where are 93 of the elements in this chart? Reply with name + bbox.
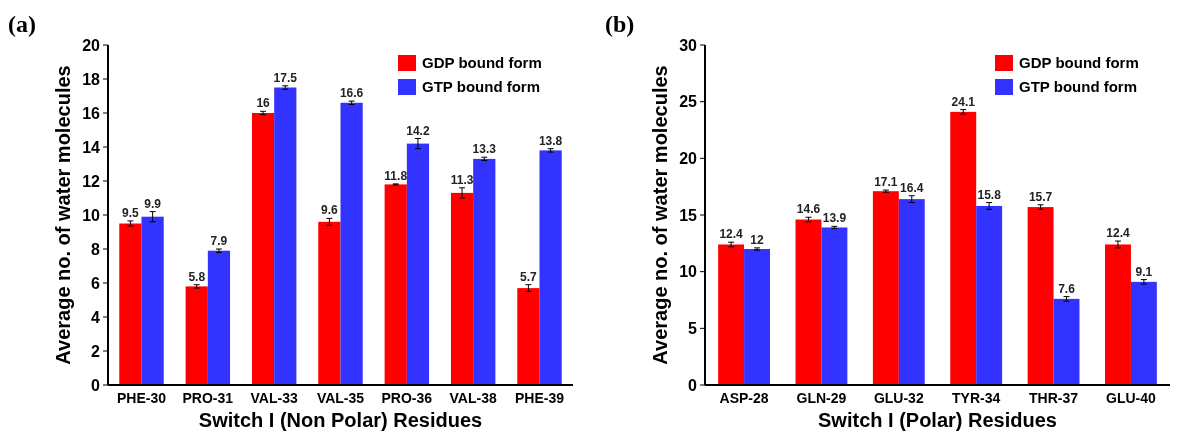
bar xyxy=(274,87,297,385)
x-axis-title: Switch I (Polar) Residues xyxy=(818,409,1057,431)
bar xyxy=(141,216,164,385)
data-label: 9.1 xyxy=(1135,264,1153,279)
y-axis-title: Average no. of water molecules xyxy=(52,65,74,365)
y-tick-label: 18 xyxy=(82,70,101,88)
data-label: 16 xyxy=(256,96,271,111)
bar xyxy=(517,288,540,385)
y-tick-label: 6 xyxy=(91,274,101,292)
data-label: 13.8 xyxy=(538,133,563,148)
y-tick-label: 25 xyxy=(679,93,698,111)
bar xyxy=(450,192,474,385)
bar xyxy=(318,221,341,385)
y-tick-label: 14 xyxy=(82,138,101,156)
data-label: 17.1 xyxy=(874,175,898,190)
x-tick-label: GLU-40 xyxy=(1106,390,1157,406)
data-label: 24.1 xyxy=(951,94,976,109)
y-tick-label: 4 xyxy=(91,308,101,326)
y-tick-label: 15 xyxy=(679,206,698,224)
y-tick-label: 16 xyxy=(82,104,101,122)
bar xyxy=(406,143,430,385)
bar xyxy=(872,191,899,385)
bar xyxy=(1027,207,1054,385)
x-tick-label: ASP-28 xyxy=(719,390,769,406)
y-tick-label: 20 xyxy=(679,149,698,167)
bar xyxy=(185,286,208,385)
data-label: 14.6 xyxy=(796,202,821,217)
data-label: 9.6 xyxy=(321,203,339,218)
bar xyxy=(950,111,977,385)
y-tick-label: 5 xyxy=(688,319,698,337)
data-label: 12.4 xyxy=(1106,226,1130,241)
bar xyxy=(384,184,407,385)
bar xyxy=(119,223,142,385)
data-label: 16.4 xyxy=(900,180,924,195)
y-tick-label: 0 xyxy=(688,376,698,394)
data-label: 7.9 xyxy=(210,234,228,248)
data-label: 11.3 xyxy=(450,172,474,187)
chart-title: (b) xyxy=(605,11,635,37)
data-label: 5.8 xyxy=(188,269,206,284)
data-label: 9.9 xyxy=(144,196,162,211)
y-axis-title: Average no. of water molecules xyxy=(649,65,671,365)
y-tick-label: 10 xyxy=(679,263,698,281)
legend-label: GDP bound form xyxy=(422,54,542,72)
y-tick-label: 30 xyxy=(679,36,698,54)
y-tick-label: 20 xyxy=(82,36,101,54)
x-tick-label: VAL-38 xyxy=(449,390,497,406)
data-label: 11.8 xyxy=(384,168,408,183)
legend-label: GTP bound form xyxy=(422,78,541,96)
bar xyxy=(718,244,745,385)
x-tick-label: GLN-29 xyxy=(796,390,847,406)
bar xyxy=(1053,298,1080,385)
data-label: 12.4 xyxy=(719,227,744,242)
x-tick-label: VAL-35 xyxy=(316,390,365,406)
x-tick-label: THR-37 xyxy=(1029,390,1079,406)
bar xyxy=(976,205,1003,385)
y-tick-label: 12 xyxy=(82,172,101,190)
data-label: 12 xyxy=(750,232,765,247)
bar xyxy=(898,199,925,385)
bar xyxy=(795,219,822,385)
x-tick-label: PRO-31 xyxy=(182,390,234,406)
data-label: 17.5 xyxy=(273,70,298,85)
x-tick-label: PRO-36 xyxy=(381,390,433,406)
data-label: 13.3 xyxy=(472,142,497,157)
bar xyxy=(1130,281,1157,385)
y-tick-label: 8 xyxy=(91,240,101,258)
data-label: 7.6 xyxy=(1058,281,1076,296)
y-tick-label: 2 xyxy=(91,342,101,360)
bar xyxy=(473,158,496,385)
legend-label: GDP bound form xyxy=(1019,54,1139,72)
x-tick-label: PHE-30 xyxy=(116,390,167,406)
bar xyxy=(207,250,231,385)
x-tick-label: GLU-32 xyxy=(873,390,924,406)
y-tick-label: 0 xyxy=(91,376,101,394)
data-label: 15.7 xyxy=(1028,189,1053,204)
data-label: 16.6 xyxy=(339,86,364,101)
bar xyxy=(539,150,562,385)
bar xyxy=(744,249,770,385)
legend-label: GTP bound form xyxy=(1019,78,1138,96)
bar xyxy=(821,227,848,385)
data-label: 9.5 xyxy=(122,205,140,220)
bar xyxy=(340,102,363,385)
bar xyxy=(251,113,275,385)
data-label: 5.7 xyxy=(520,269,538,284)
chart-title: (a) xyxy=(8,11,36,37)
x-tick-label: VAL-33 xyxy=(250,390,298,406)
x-tick-label: PHE-39 xyxy=(514,390,565,406)
x-tick-label: TYR-34 xyxy=(952,390,1001,406)
data-label: 15.8 xyxy=(977,187,1002,202)
bar xyxy=(1105,244,1131,385)
x-axis-title: Switch I (Non Polar) Residues xyxy=(198,409,483,431)
data-label: 14.2 xyxy=(406,123,430,138)
y-tick-label: 10 xyxy=(82,206,101,224)
data-label: 13.9 xyxy=(822,211,847,226)
